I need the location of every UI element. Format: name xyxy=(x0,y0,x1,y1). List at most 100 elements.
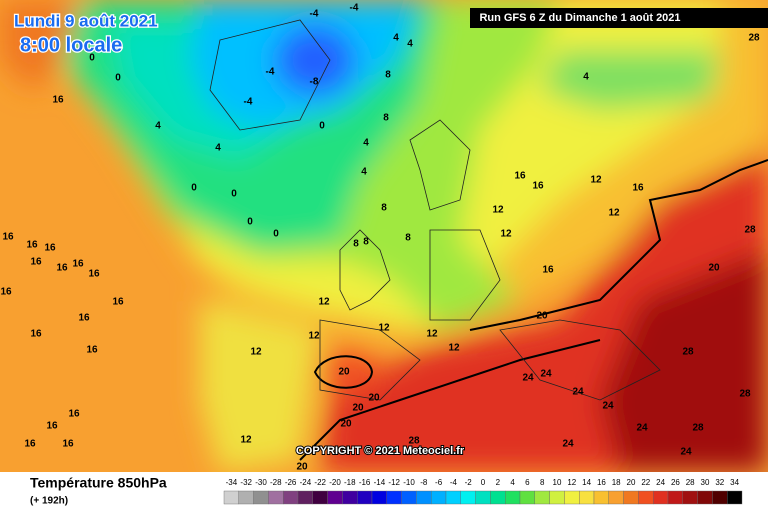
contour-label: 16 xyxy=(30,257,42,268)
scale-label: -26 xyxy=(285,478,297,487)
scale-label: -22 xyxy=(314,478,326,487)
scale-swatch xyxy=(667,490,684,505)
scale-swatch xyxy=(638,490,654,505)
contour-label: -4 xyxy=(350,3,359,14)
scale-label: -12 xyxy=(388,478,400,487)
contour-label: 24 xyxy=(602,401,614,412)
contour-label: 24 xyxy=(562,439,574,450)
contour-label: 12 xyxy=(448,343,460,354)
contour-label: 4 xyxy=(155,121,161,132)
scale-swatch xyxy=(445,490,462,505)
scale-swatch xyxy=(549,490,565,505)
scale-swatch xyxy=(386,490,402,505)
scale-swatch xyxy=(727,490,743,505)
scale-swatch xyxy=(505,490,521,505)
contour-label: 8 xyxy=(363,237,369,248)
contour-label: 16 xyxy=(72,259,84,270)
scale-label: -24 xyxy=(300,478,312,487)
scale-label: 28 xyxy=(686,478,695,487)
contour-label: 12 xyxy=(426,329,438,340)
contour-label: 4 xyxy=(393,33,399,44)
contour-label: 24 xyxy=(636,423,648,434)
contour-label: 16 xyxy=(62,439,74,450)
scale-swatch xyxy=(697,490,713,505)
scale-label: 14 xyxy=(582,478,591,487)
contour-label: 16 xyxy=(78,313,90,324)
scale-swatch xyxy=(268,490,284,505)
contour-label: 12 xyxy=(590,175,602,186)
contour-label: 12 xyxy=(250,347,262,358)
scale-swatch xyxy=(297,490,314,505)
contour-label: 20 xyxy=(296,462,308,473)
contour-label: 4 xyxy=(407,39,413,50)
contour-label: 16 xyxy=(24,439,36,450)
contour-label: 12 xyxy=(492,205,504,216)
scale-swatch xyxy=(475,490,491,505)
contour-label: 12 xyxy=(308,331,320,342)
scale-label: 2 xyxy=(496,478,501,487)
scale-swatch xyxy=(238,490,254,505)
contour-label: 8 xyxy=(353,239,359,250)
forecast-time: 8:00 locale xyxy=(20,34,122,56)
scale-label: 34 xyxy=(730,478,739,487)
contour-label: -4 xyxy=(244,97,253,108)
contour-label: 0 xyxy=(191,183,197,194)
contour-label: 8 xyxy=(405,233,411,244)
scale-swatch xyxy=(593,490,610,505)
scale-label: -28 xyxy=(270,478,282,487)
scale-label: 32 xyxy=(715,478,724,487)
contour-label: 20 xyxy=(338,367,350,378)
scale-label: 4 xyxy=(510,478,515,487)
forecast-date: Lundi 9 août 2021 xyxy=(14,11,158,30)
scale-label: 26 xyxy=(671,478,680,487)
run-info: Run GFS 6 Z du Dimanche 1 août 2021 xyxy=(479,12,680,24)
scale-swatch xyxy=(653,490,669,505)
scale-swatch xyxy=(327,490,343,505)
contour-label: 16 xyxy=(68,409,80,420)
contour-label: 16 xyxy=(514,171,526,182)
contour-label: 8 xyxy=(381,203,387,214)
scale-label: -16 xyxy=(359,478,371,487)
contour-label: 16 xyxy=(26,240,38,251)
legend-title: Température 850hPa xyxy=(30,475,167,491)
scale-swatch xyxy=(431,490,447,505)
scale-swatch xyxy=(416,490,432,505)
contour-label: 4 xyxy=(215,143,221,154)
contour-label: 16 xyxy=(2,232,14,243)
scale-swatch xyxy=(534,490,550,505)
scale-label: -30 xyxy=(255,478,267,487)
scale-label: 20 xyxy=(627,478,636,487)
contour-label: -4 xyxy=(266,67,275,78)
contour-label: 12 xyxy=(240,435,252,446)
temperature-field xyxy=(0,0,768,472)
scale-label: -10 xyxy=(403,478,415,487)
scale-label: 24 xyxy=(656,478,665,487)
contour-label: 16 xyxy=(532,181,544,192)
color-scale: -34 -32 -30 -28 -26 -24 -22 -20 -18 -16 -14 -12 -10-… xyxy=(223,478,743,505)
scale-swatch xyxy=(460,490,476,505)
scale-swatch xyxy=(579,490,595,505)
scale-swatch xyxy=(283,490,299,505)
scale-label: 18 xyxy=(612,478,621,487)
scale-swatch xyxy=(623,490,639,505)
contour-label: 0 xyxy=(89,53,95,64)
contour-label: 12 xyxy=(378,323,390,334)
contour-label: 4 xyxy=(363,138,369,149)
scale-label: 10 xyxy=(553,478,562,487)
contour-label: 0 xyxy=(231,189,237,200)
contour-label: 8 xyxy=(385,70,391,81)
scale-label: -32 xyxy=(240,478,252,487)
scale-label: -34 xyxy=(226,478,238,487)
contour-label: 24 xyxy=(680,447,692,458)
contour-label: 16 xyxy=(0,287,12,298)
scale-swatch xyxy=(223,490,240,505)
contour-label: 24 xyxy=(572,387,584,398)
contour-label: 28 xyxy=(739,389,751,400)
scale-swatch xyxy=(312,490,328,505)
contour-label: 16 xyxy=(88,269,100,280)
scale-swatch xyxy=(253,490,269,505)
contour-label: 20 xyxy=(352,403,364,414)
